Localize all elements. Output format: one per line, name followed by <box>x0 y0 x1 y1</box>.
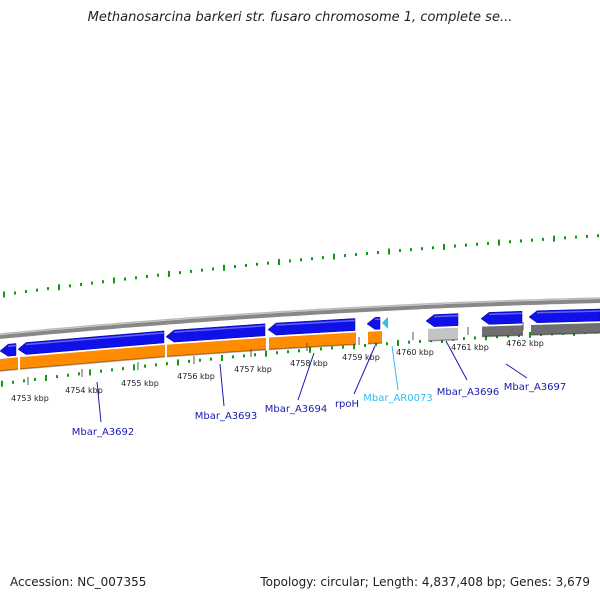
map-title: Methanosarcina barkeri str. fusaro chrom… <box>87 10 513 25</box>
gene-label-leader <box>96 381 102 423</box>
gene-arrow-2-shine <box>173 325 266 333</box>
gene-label-leader <box>391 345 399 391</box>
backbone-highlight <box>0 297 600 335</box>
gene-arrow-6 <box>480 310 523 325</box>
accession-text: Accession: NC_007355 <box>10 575 147 589</box>
gene-label: Mbar_A3694 <box>265 404 328 415</box>
gene-arrow-3-shine <box>275 319 356 326</box>
kbp-tick-label: 4753 kbp <box>11 394 49 403</box>
gene-arrow-4 <box>366 316 381 330</box>
backbone-ring <box>0 297 600 339</box>
gene-arrow-2 <box>165 323 266 343</box>
grey-block-0-edge <box>427 338 459 342</box>
gene-label: Mbar_AR0073 <box>363 393 432 404</box>
gene-arrow-5-shine <box>433 314 459 318</box>
cds-block-0-edge <box>0 368 19 372</box>
gene-label: Mbar_A3692 <box>72 427 135 438</box>
gene-label: Mbar_A3696 <box>437 387 500 398</box>
gene-label: Mbar_A3697 <box>504 382 567 393</box>
gene-label-leader <box>445 340 468 381</box>
gene-arrow-0-shine <box>7 344 17 347</box>
kbp-tick-label: 4756 kbp <box>177 372 215 381</box>
cds-block-3-edge <box>268 343 357 351</box>
kbp-tick-label: 4755 kbp <box>121 379 159 388</box>
gene-label: rpoH <box>335 399 359 410</box>
kbp-tick-label: 4760 kbp <box>396 348 434 357</box>
gene-arrow-1-shine <box>25 332 165 346</box>
grey-block-2 <box>531 323 600 335</box>
genome-summary-text: Topology: circular; Length: 4,837,408 bp… <box>260 575 590 589</box>
cds-block-1 <box>20 344 165 370</box>
kbp-tick-label: 4762 kbp <box>506 339 544 348</box>
kbp-tick-label: 4757 kbp <box>234 365 272 374</box>
cds-block-2 <box>167 337 266 357</box>
gene-arrow-3 <box>267 318 356 336</box>
gene-label-leader <box>353 345 376 395</box>
gc-skew-plot <box>1 234 599 387</box>
gene-arrow-7 <box>528 308 600 324</box>
gene-arrow-5 <box>425 313 459 327</box>
kbp-tick-label: 4758 kbp <box>290 359 328 368</box>
gene-label: Mbar_A3693 <box>195 411 258 422</box>
grey-block-2-edge <box>530 332 600 336</box>
grey-block-1-edge <box>481 334 524 338</box>
backbone-line <box>0 299 600 339</box>
gene-label-leader <box>505 363 528 379</box>
gene-arrow-0 <box>0 343 17 357</box>
gene-labels: Mbar_A3692 Mbar_A3693 Mbar_A3694 rpoH Mbar_A… <box>72 340 567 438</box>
gene-label-leader <box>297 352 315 401</box>
kbp-ticks: 4753 kbp 4754 kbp 4755 kbp 4756 kbp 4757 kbp… <box>11 322 544 403</box>
gene-label-leader <box>219 363 225 407</box>
cds-block-4-edge <box>367 342 383 345</box>
kbp-tick-label: 4759 kbp <box>342 353 380 362</box>
cds-block-4 <box>368 331 382 344</box>
kbp-tick-label: 4754 kbp <box>65 386 103 395</box>
gene-arrow-6-shine <box>488 312 523 316</box>
grey-block-0 <box>428 327 458 341</box>
kbp-tick-label: 4761 kbp <box>451 343 489 352</box>
gene-features <box>0 308 600 372</box>
rna-feature <box>382 316 388 329</box>
grey-block-1 <box>482 325 523 337</box>
gene-arrow-7-shine <box>536 310 600 314</box>
gene-arrow-1 <box>17 330 165 355</box>
cds-block-0 <box>0 357 18 371</box>
cds-block-2-edge <box>166 348 267 358</box>
cds-block-1-edge <box>19 356 166 370</box>
cds-block-3 <box>269 332 356 350</box>
